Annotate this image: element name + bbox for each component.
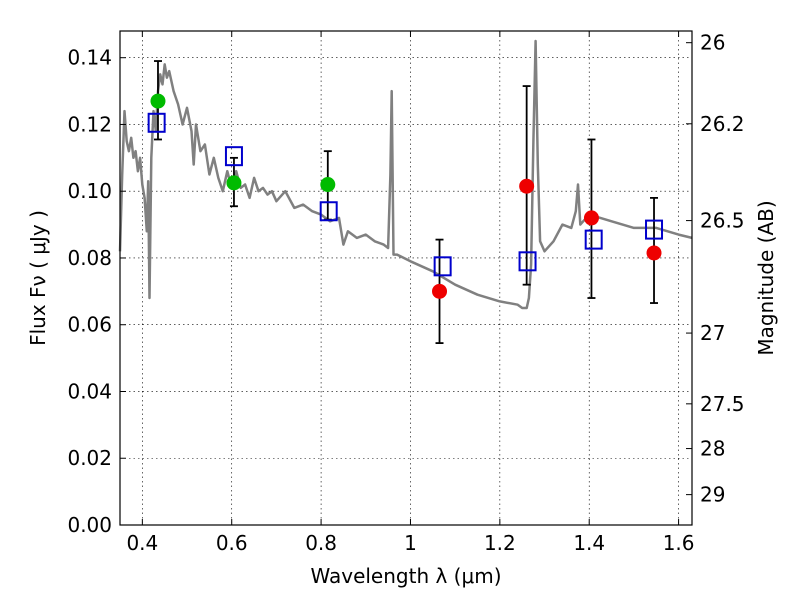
right-tick-label: 26.5 (700, 209, 745, 233)
right-tick-label: 26.2 (700, 112, 745, 136)
x-tick-label: 0.4 (126, 531, 158, 555)
right-tick-label: 29 (700, 483, 725, 507)
error-bars (153, 60, 659, 344)
right-tick-label: 26 (700, 31, 725, 55)
right-tick-label: 27.5 (700, 392, 745, 416)
y-tick-label: 0.02 (67, 446, 112, 470)
y-tick-label: 0.00 (67, 513, 112, 537)
data-point (583, 210, 599, 226)
model-photometry-square (224, 146, 243, 167)
x-tick-label: 0.6 (216, 531, 248, 555)
x-tick-label: 1.4 (573, 531, 605, 555)
model-photometry-square (584, 229, 603, 250)
x-tick-label: 1.2 (484, 531, 516, 555)
y-tick-label: 0.08 (67, 246, 112, 270)
data-point (226, 175, 242, 191)
x-axis-label: Wavelength λ (μm) (310, 564, 501, 588)
y-tick-label: 0.14 (67, 46, 112, 70)
y-tick-label: 0.06 (67, 313, 112, 337)
x-tick-label: 0.8 (305, 531, 337, 555)
right-tick-label: 28 (700, 437, 725, 461)
x-tick-label: 1.6 (663, 531, 695, 555)
data-point (432, 283, 448, 299)
model-photometry-square (147, 112, 166, 133)
model-spectrum (118, 39, 693, 310)
data-point (646, 245, 662, 261)
grid-lines (120, 31, 692, 526)
data-point (320, 177, 336, 193)
model-photometry-square (433, 256, 452, 277)
data-point (150, 93, 166, 109)
y-tick-label: 0.12 (67, 112, 112, 136)
model-photometry-square (319, 201, 338, 222)
y-tick-label: 0.04 (67, 379, 112, 403)
y-tick-label: 0.10 (67, 179, 112, 203)
right-tick-label: 27 (700, 321, 725, 345)
spectrum-line (118, 39, 693, 310)
x-tick-label: 1 (404, 531, 417, 555)
right-axis-label: Magnitude (AB) (754, 200, 778, 355)
data-point (519, 178, 535, 194)
model-photometry-square (518, 251, 537, 272)
model-photometry-square (645, 219, 664, 240)
plot-frame (119, 30, 693, 526)
data-markers (147, 93, 664, 299)
axis-ticks: 0.4 0.6 0.8 1 1.2 1.4 1.6 0.00 0.02 0.04 0.06 0.08 0… (67, 31, 744, 555)
y-axis-label: Flux Fν ( μJy ) (26, 210, 50, 346)
